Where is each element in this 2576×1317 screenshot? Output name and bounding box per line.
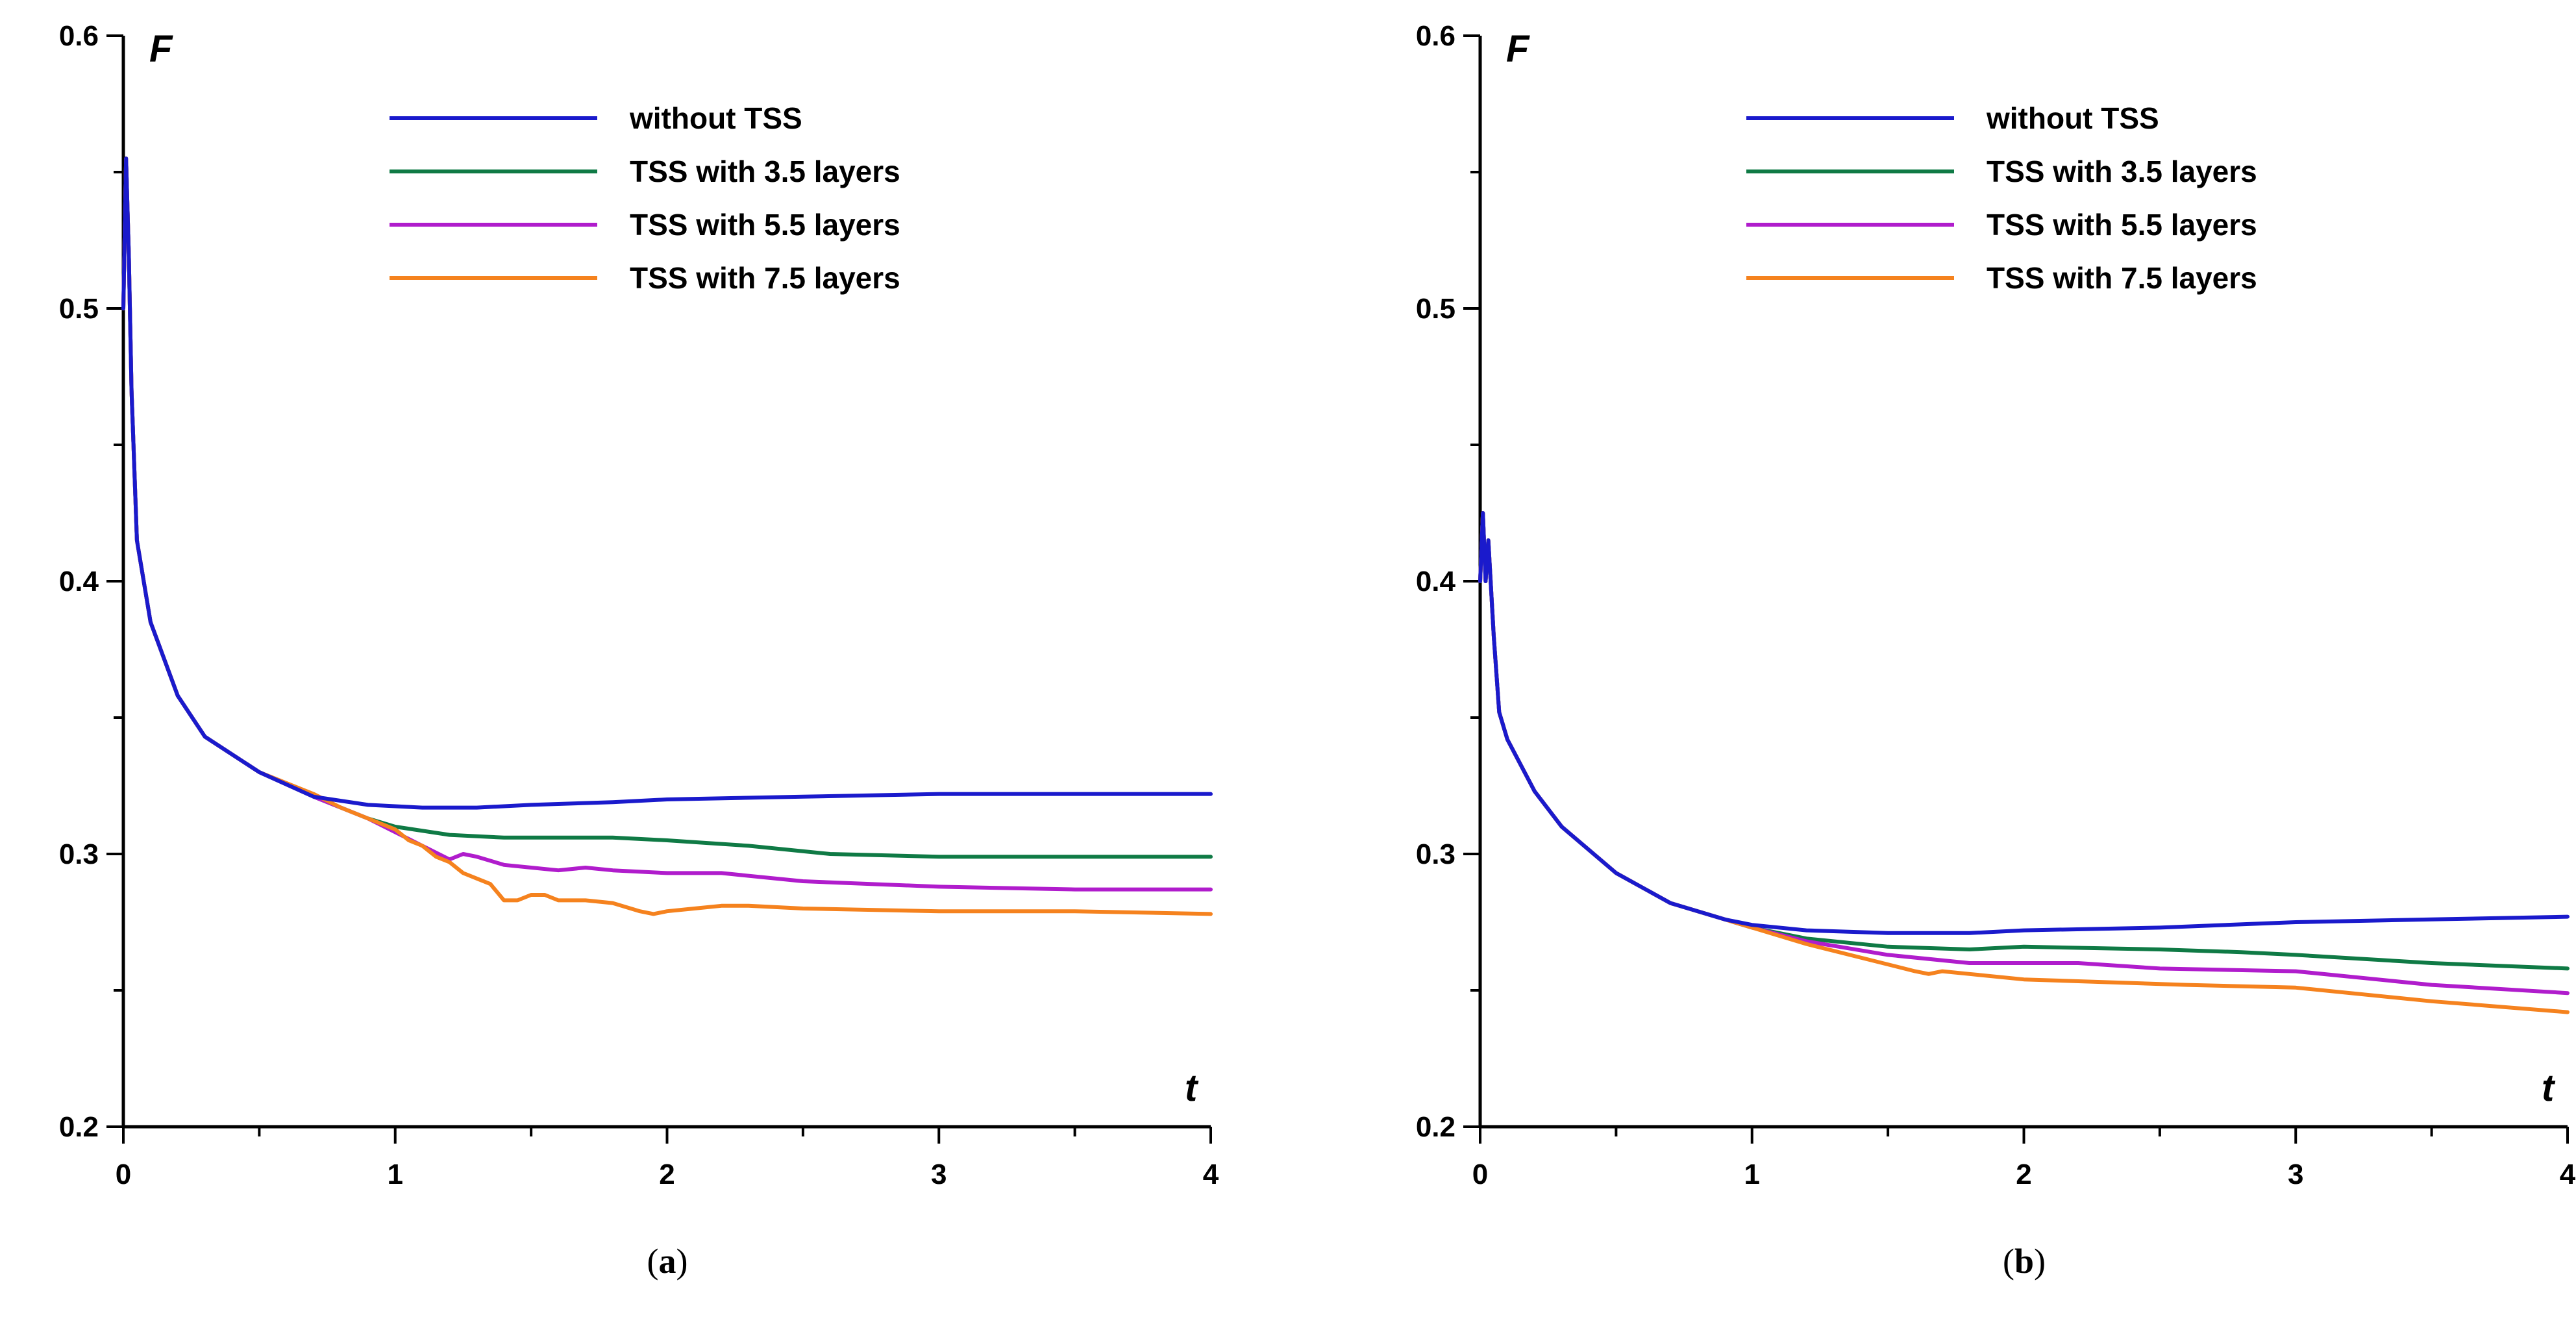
x-tick-label: 4 [1203, 1159, 1219, 1190]
panel-caption: (b) [2003, 1242, 2046, 1281]
y-tick-label: 0.5 [59, 293, 99, 325]
x-axis-label: t [2542, 1067, 2556, 1109]
y-axis-label: F [1506, 28, 1530, 70]
x-tick-label: 4 [2560, 1159, 2576, 1190]
x-tick-label: 1 [1744, 1159, 1760, 1190]
x-tick-label: 3 [931, 1159, 947, 1190]
x-tick-label: 0 [116, 1159, 131, 1190]
axis-ticks [106, 34, 1212, 1144]
chart-panel-a: 0.2 0.3 0.4 0.5 0.6 0 1 2 3 4 F t without TSS TSS … [59, 20, 1219, 1281]
axis-ticks [1463, 34, 2569, 1144]
y-tick-label: 0.2 [59, 1111, 99, 1143]
y-axis-label: F [149, 28, 173, 70]
y-tick-label: 0.3 [59, 838, 99, 870]
y-tick-label: 0.4 [59, 566, 99, 597]
y-tick-label: 0.3 [1416, 838, 1455, 870]
y-tick-label: 0.6 [1416, 20, 1455, 52]
series-lines [121, 157, 1213, 916]
legend: without TSS TSS with 3.5 layers TSS with 5… [1746, 101, 2257, 295]
legend-label: without TSS [1986, 101, 2159, 135]
x-tick-label: 0 [1472, 1159, 1488, 1190]
tick-labels: 0.2 0.3 0.4 0.5 0.6 0 1 2 3 4 [1416, 20, 2576, 1190]
panel-caption: (a) [647, 1242, 688, 1281]
series-line-1 [121, 157, 1213, 810]
legend-label: TSS with 3.5 layers [630, 155, 900, 188]
x-axis-label: t [1185, 1067, 1199, 1109]
y-tick-label: 0.6 [59, 20, 99, 52]
legend-label: without TSS [629, 101, 802, 135]
panel-label: a [659, 1242, 676, 1281]
legend-label: TSS with 7.5 layers [630, 261, 900, 295]
y-tick-label: 0.4 [1416, 566, 1456, 597]
x-tick-label: 2 [659, 1159, 675, 1190]
y-tick-label: 0.5 [1416, 293, 1455, 325]
chart-panel-b: 0.2 0.3 0.4 0.5 0.6 0 1 2 3 4 F t without TSS TSS … [1416, 20, 2576, 1281]
series-lines [1478, 511, 2570, 1014]
legend: without TSS TSS with 3.5 layers TSS with 5… [390, 101, 900, 295]
x-tick-label: 3 [2288, 1159, 2303, 1190]
panel-label: b [2014, 1242, 2034, 1281]
legend-label: TSS with 7.5 layers [1987, 261, 2257, 295]
legend-label: TSS with 3.5 layers [1987, 155, 2257, 188]
legend-label: TSS with 5.5 layers [1987, 208, 2257, 242]
tick-labels: 0.2 0.3 0.4 0.5 0.6 0 1 2 3 4 [59, 20, 1219, 1190]
series-line-1 [1478, 511, 2570, 935]
y-tick-label: 0.2 [1416, 1111, 1455, 1143]
x-tick-label: 1 [388, 1159, 403, 1190]
legend-label: TSS with 5.5 layers [630, 208, 900, 242]
x-tick-label: 2 [2016, 1159, 2031, 1190]
